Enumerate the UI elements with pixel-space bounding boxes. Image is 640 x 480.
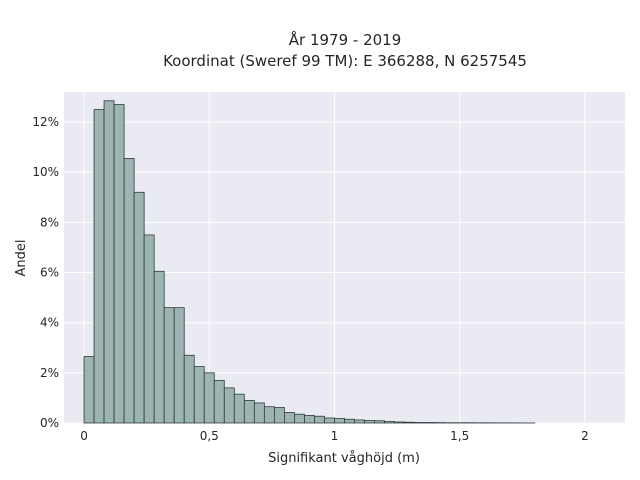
histogram-bar — [414, 422, 426, 424]
histogram-bar — [163, 307, 175, 424]
histogram-bar — [334, 418, 345, 424]
histogram-bar — [424, 422, 436, 424]
histogram-bar — [263, 406, 275, 424]
histogram-bar — [253, 402, 265, 424]
x-tick-label: 2 — [581, 429, 589, 443]
histogram-bar — [384, 421, 395, 424]
x-axis-label: Signifikant våghöjd (m) — [268, 451, 420, 466]
histogram-bar — [283, 412, 295, 424]
histogram-bar — [143, 234, 155, 424]
chart-subtitle: Koordinat (Sweref 99 TM): E 366288, N 62… — [163, 52, 527, 70]
histogram-bar — [113, 104, 125, 424]
y-tick-label: 8% — [40, 215, 59, 229]
histogram-bar — [173, 307, 185, 424]
x-tick-label: 1 — [331, 429, 339, 443]
histogram-bar — [404, 421, 416, 424]
histogram-bar — [374, 420, 385, 424]
y-tick-label: 12% — [32, 115, 59, 129]
histogram-bar — [314, 415, 325, 424]
histogram-bar — [233, 393, 245, 424]
histogram-bar — [354, 419, 365, 424]
histogram-bar — [83, 356, 95, 424]
y-axis-label: Andel — [14, 240, 29, 277]
histogram-bar — [213, 379, 225, 424]
histogram-bar — [183, 354, 195, 424]
histogram-bar — [103, 100, 115, 424]
y-tick-labels: 0% 2% 4% 6% 8% 10% 12% — [32, 115, 59, 430]
x-tick-label: 0,5 — [200, 429, 219, 443]
histogram-bar — [243, 400, 255, 424]
histogram-bar — [294, 413, 305, 424]
histogram-bar — [193, 366, 205, 424]
y-tick-label: 2% — [40, 366, 59, 380]
y-tick-label: 6% — [40, 266, 59, 280]
histogram-bar — [364, 420, 375, 424]
histogram-bar — [93, 109, 105, 424]
histogram-bar — [133, 191, 145, 424]
x-tick-labels: 0 0,5 1 1,5 2 — [80, 429, 589, 443]
x-tick-label: 0 — [80, 429, 88, 443]
chart-title: År 1979 - 2019 — [289, 30, 402, 49]
histogram-bar — [203, 372, 215, 424]
x-tick-label: 1,5 — [450, 429, 469, 443]
histogram-bar — [344, 418, 355, 424]
histogram-bar — [324, 417, 335, 424]
histogram-bar — [304, 415, 315, 424]
histogram-bar — [223, 387, 235, 424]
histogram-bar — [123, 158, 135, 424]
histogram-bar — [394, 421, 406, 424]
histogram-bar — [273, 407, 285, 424]
y-tick-label: 0% — [40, 416, 59, 430]
y-tick-label: 4% — [40, 316, 59, 330]
histogram-bar — [153, 270, 165, 424]
y-tick-label: 10% — [32, 165, 59, 179]
bars — [83, 100, 536, 424]
